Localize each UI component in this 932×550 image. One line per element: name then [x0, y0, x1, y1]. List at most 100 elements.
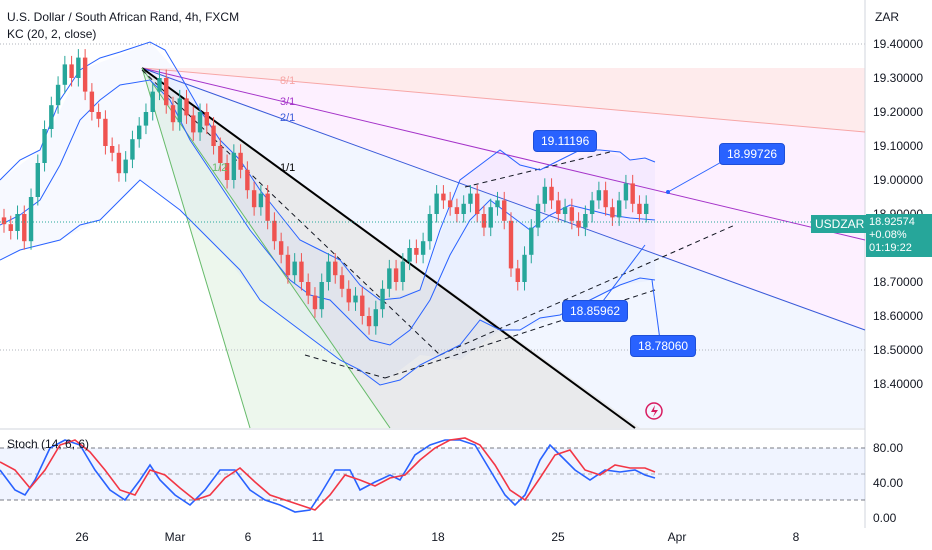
time-tick-label: 11: [312, 530, 325, 544]
candle-body: [35, 163, 40, 197]
candle-body: [366, 316, 372, 327]
fan-line-1-3: [141, 67, 251, 429]
candle-body: [109, 146, 115, 153]
candle-body: [8, 224, 13, 231]
candle-body: [583, 214, 588, 228]
candle-body: [319, 282, 324, 310]
candle-body: [616, 200, 622, 218]
candle-body: [326, 261, 331, 282]
time-tick-label: Apr: [668, 530, 687, 544]
candle-body: [380, 288, 385, 310]
candle-body: [495, 200, 500, 208]
candle-body: [224, 163, 230, 180]
candle-body: [265, 193, 270, 221]
candle-body: [603, 190, 608, 208]
currency-button[interactable]: ZAR: [875, 10, 899, 24]
candle-body: [630, 183, 635, 204]
time-tick-label: 8: [793, 530, 800, 544]
last-price-change: +0.08%: [869, 229, 907, 241]
price-tick-label: 19.10000: [873, 139, 923, 153]
flash-icon[interactable]: [645, 402, 663, 420]
candle-body: [346, 288, 351, 303]
candle-body: [137, 125, 142, 140]
candle-body: [143, 112, 149, 126]
candle-body: [562, 207, 568, 214]
candle-body: [218, 146, 223, 163]
candle-body: [312, 295, 318, 310]
price-tick-label: 19.20000: [873, 105, 923, 119]
candle-body: [130, 139, 135, 160]
candle-body: [55, 84, 61, 106]
fan-line-8-1: [141, 67, 866, 133]
candle-body: [522, 254, 527, 282]
fan-label-1-2: 1/2: [212, 162, 227, 174]
candle-body: [333, 261, 338, 276]
candle-body: [576, 220, 581, 228]
callout-18-85962[interactable]: 18.85962: [562, 300, 629, 322]
fan-label-8-1: 8/1: [280, 75, 295, 87]
candle-body: [123, 159, 128, 174]
candle-body: [245, 169, 250, 191]
chart-title: U.S. Dollar / South African Rand, 4h, FX…: [7, 10, 240, 24]
candle-body: [211, 125, 216, 146]
trend-dashed-a: [141, 69, 441, 356]
callout-line-2: [599, 244, 646, 306]
candle-body: [454, 207, 460, 214]
candle-body: [164, 78, 169, 106]
candle-body: [299, 261, 304, 282]
last-price-tag: 18.92574 +0.08% 01:19:22: [866, 214, 932, 257]
candle-body: [69, 64, 74, 78]
callout-18-99726[interactable]: 18.99726: [719, 143, 786, 165]
candle-body: [184, 98, 189, 116]
candle-body: [82, 57, 88, 92]
candle-body: [22, 214, 27, 242]
symbol-tag: USDZAR: [811, 215, 869, 233]
candle-body: [488, 207, 493, 228]
candle-body: [542, 186, 547, 204]
price-tick-label: 19.00000: [873, 173, 923, 187]
candle-body: [549, 186, 554, 201]
price-tick-label: 18.40000: [873, 377, 923, 391]
candle-body: [434, 193, 439, 214]
candle-body: [400, 261, 406, 282]
candle-body: [103, 118, 108, 146]
candle-body: [285, 254, 291, 276]
candle-body: [441, 193, 446, 201]
fan-line-2-1: [141, 67, 866, 331]
candle-body: [407, 248, 412, 262]
callout-19-11196[interactable]: 19.11196: [533, 130, 598, 152]
candle-body: [49, 105, 54, 129]
callout-18-78060[interactable]: 18.78060: [630, 335, 697, 357]
candle-body: [292, 261, 297, 276]
candle-body: [116, 152, 122, 174]
candle-body: [569, 207, 575, 221]
candle-body: [481, 214, 487, 228]
trend-dashed-b: [304, 354, 386, 379]
candle-body: [339, 275, 345, 289]
candle-body: [15, 214, 20, 231]
candle-body: [508, 220, 514, 269]
indicator-label: KC (20, 2, close): [7, 27, 97, 41]
time-tick-label: 26: [75, 530, 89, 544]
flash-icon-bolt: [651, 405, 658, 417]
candle-body: [157, 78, 162, 92]
fan-line-1-1: [141, 67, 636, 429]
candle-body: [644, 203, 649, 214]
candle-body: [306, 282, 311, 296]
time-tick-label: Mar: [165, 530, 186, 544]
candle-body: [89, 91, 95, 112]
candle-body: [197, 112, 203, 133]
candle-body: [258, 193, 264, 208]
stoch-tick-label: 0.00: [873, 511, 897, 525]
time-tick-label: 18: [431, 530, 445, 544]
keltner-fill: [0, 42, 655, 385]
price-tick-label: 18.60000: [873, 309, 923, 323]
callout-line-3: [651, 279, 661, 341]
candle-body: [251, 190, 257, 208]
candle-body: [170, 105, 176, 123]
callout-anchor-1: [666, 190, 670, 194]
candle-body: [589, 200, 595, 214]
last-price-value: 18.92574: [869, 216, 915, 228]
candle-body: [529, 227, 534, 255]
